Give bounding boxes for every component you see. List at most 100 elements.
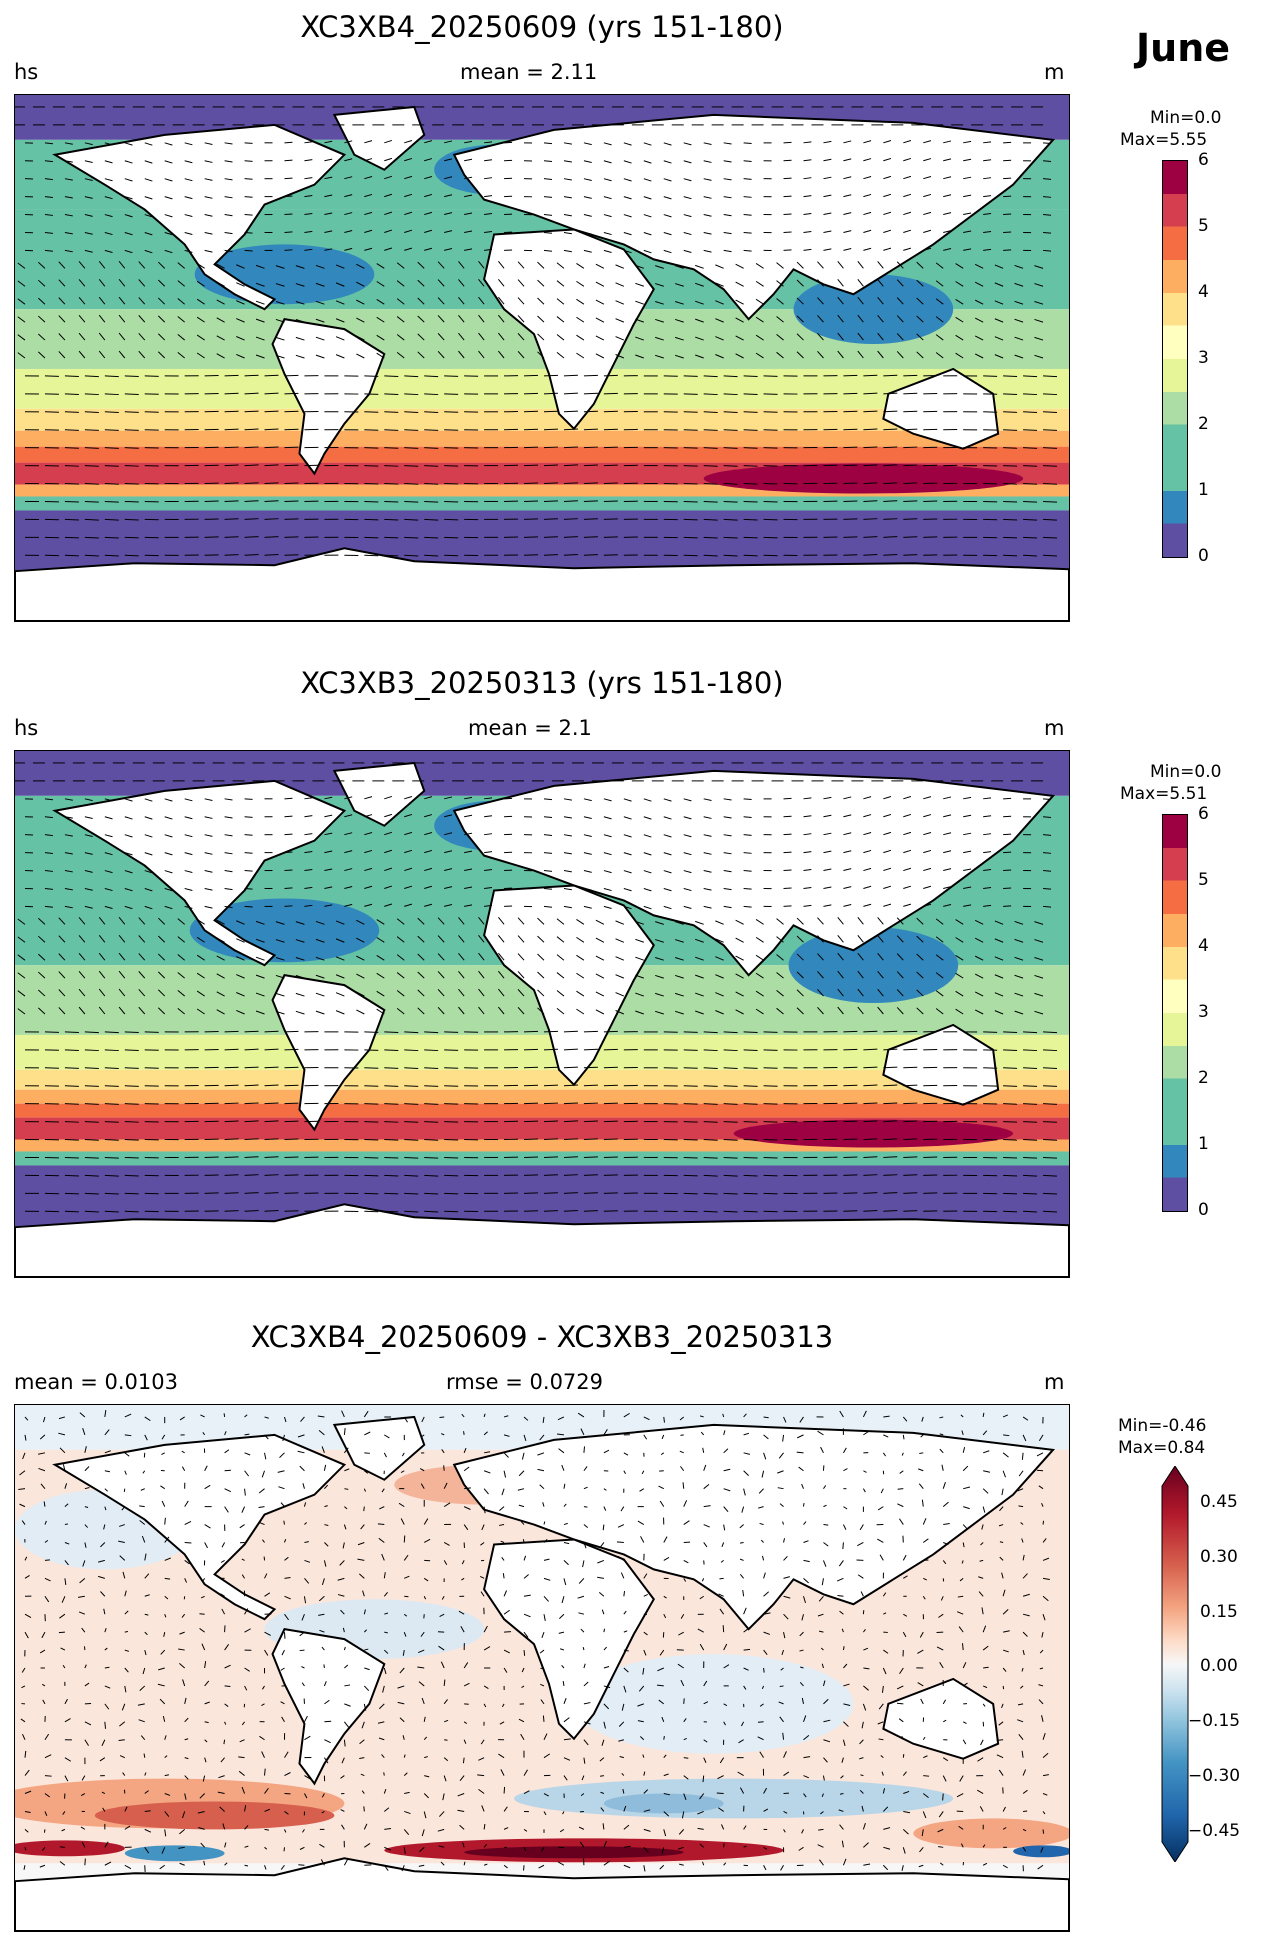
- wind-vector: [184, 798, 193, 802]
- wind-vector: [344, 158, 353, 162]
- wind-vector: [224, 1138, 239, 1141]
- wind-vector: [264, 1138, 279, 1141]
- wind-vector: [24, 1769, 30, 1776]
- wind-vector: [402, 1735, 405, 1740]
- wind-vector: [703, 160, 712, 163]
- wind-vector: [843, 1663, 848, 1669]
- wind-vector: [124, 500, 139, 503]
- wind-vector: [623, 178, 632, 182]
- wind-vector: [735, 991, 744, 997]
- wind-vector: [275, 992, 285, 997]
- wind-vector: [943, 814, 952, 818]
- wind-vector: [78, 935, 86, 943]
- wind-vector: [241, 1786, 246, 1794]
- wind-vector: [583, 1192, 598, 1194]
- wind-vector: [223, 1739, 226, 1745]
- wind-vector: [255, 336, 265, 341]
- wind-vector: [200, 1842, 206, 1848]
- wind-vector: [943, 158, 952, 162]
- wind-vector: [204, 1542, 208, 1549]
- wind-vector: [164, 214, 173, 218]
- wind-vector: [376, 990, 385, 997]
- wind-vector: [463, 1431, 465, 1435]
- wind-vector: [882, 1452, 887, 1457]
- wind-vector: [543, 1192, 558, 1194]
- wind-vector: [64, 1174, 79, 1177]
- wind-vector: [642, 1754, 645, 1758]
- wind-vector: [803, 1715, 807, 1722]
- antarctica: [15, 1857, 1069, 1931]
- wind-vector: [923, 176, 932, 180]
- wind-vector: [439, 1416, 445, 1419]
- wind-vector: [379, 1506, 385, 1510]
- wind-vector: [157, 333, 166, 341]
- wind-vector: [503, 1590, 508, 1597]
- wind-vector: [903, 1810, 911, 1814]
- diff-south-pacific-high-core: [94, 1801, 335, 1830]
- wind-vector: [199, 1793, 205, 1799]
- wind-vector: [384, 1192, 399, 1195]
- wind-vector: [104, 905, 113, 909]
- panel-3-tick-m030: −0.30: [1188, 1766, 1241, 1786]
- wind-vector: [663, 1793, 670, 1796]
- wind-vector: [124, 1610, 129, 1615]
- wind-vector: [244, 1138, 259, 1141]
- wind-vector: [683, 142, 692, 146]
- wind-vector: [224, 554, 239, 556]
- wind-vector: [124, 178, 133, 182]
- wind-vector: [444, 868, 453, 872]
- wind-vector: [543, 464, 558, 467]
- wind-vector: [443, 1482, 448, 1489]
- wind-vector: [1042, 1538, 1047, 1543]
- wind-vector: [615, 282, 625, 287]
- wind-vector: [424, 500, 439, 503]
- wind-vector: [61, 1596, 66, 1603]
- wind-vector: [1017, 1719, 1024, 1723]
- wind-vector: [104, 393, 119, 396]
- wind-vector: [480, 1591, 485, 1597]
- wind-vector: [244, 142, 253, 144]
- wind-vector: [703, 798, 712, 801]
- wind-vector: [84, 1049, 99, 1052]
- wind-vector: [318, 1613, 325, 1616]
- wind-vector: [204, 1661, 207, 1669]
- wind-vector: [303, 1502, 307, 1507]
- wind-vector: [603, 196, 612, 200]
- wind-vector: [255, 318, 265, 323]
- wind-vector: [916, 351, 924, 359]
- wind-vector: [1038, 1699, 1044, 1705]
- wind-vector: [643, 1631, 648, 1636]
- wind-vector: [464, 212, 473, 216]
- wind-vector: [962, 1643, 964, 1651]
- wind-vector: [723, 1049, 738, 1052]
- wind-vector: [124, 1192, 139, 1195]
- wind-vector: [723, 411, 738, 413]
- wind-vector: [377, 1523, 385, 1526]
- wind-vector: [717, 1775, 724, 1780]
- wind-vector: [1002, 1470, 1006, 1478]
- wind-vector: [401, 1865, 405, 1872]
- wind-vector: [404, 1192, 419, 1195]
- wind-vector: [659, 1500, 665, 1507]
- wind-vector: [437, 1828, 445, 1832]
- wind-vector: [663, 1536, 668, 1543]
- wind-vector: [324, 158, 333, 162]
- wind-vector: [563, 1698, 567, 1705]
- wind-vector: [674, 283, 684, 287]
- wind-vector: [438, 1845, 445, 1848]
- wind-vector: [677, 1846, 684, 1850]
- wind-vector: [484, 159, 493, 162]
- wind-vector: [424, 796, 433, 800]
- wind-vector: [883, 1138, 898, 1141]
- wind-vector: [857, 1006, 864, 1015]
- wind-vector: [443, 1560, 448, 1566]
- wind-vector: [216, 991, 225, 997]
- wind-vector: [164, 798, 173, 802]
- wind-vector: [323, 1681, 327, 1687]
- wind-vector: [497, 970, 505, 979]
- wind-vector: [184, 1578, 188, 1583]
- wind-vector: [219, 1806, 225, 1812]
- wind-vector: [138, 988, 146, 997]
- wind-vector: [1014, 920, 1024, 925]
- wind-vector: [104, 500, 119, 503]
